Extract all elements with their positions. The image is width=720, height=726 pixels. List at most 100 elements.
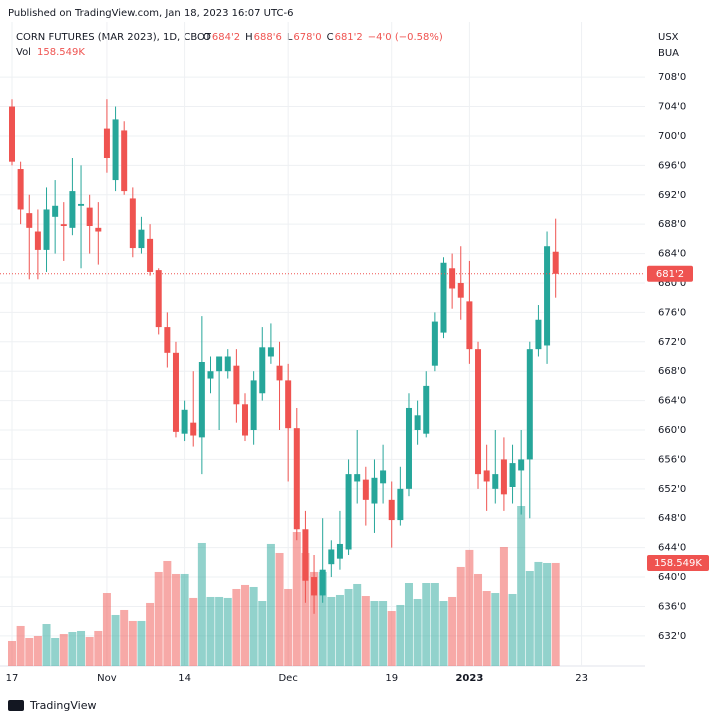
candle-body bbox=[492, 474, 499, 489]
candle-body bbox=[362, 479, 369, 500]
candle-body bbox=[518, 459, 525, 471]
legend-key: L bbox=[287, 32, 293, 43]
volume-bar bbox=[189, 597, 198, 666]
volume-bar bbox=[525, 570, 534, 666]
volume-bar bbox=[68, 632, 77, 666]
volume-bar bbox=[292, 531, 301, 666]
volume-bar bbox=[266, 543, 275, 666]
candle-body bbox=[224, 356, 231, 372]
volume-bar bbox=[197, 542, 206, 666]
volume-bar bbox=[335, 594, 344, 666]
x-tick-label: 23 bbox=[575, 673, 588, 684]
candle-body bbox=[34, 231, 41, 250]
symbol-title: CORN FUTURES (MAR 2023), 1D, CBOT bbox=[16, 32, 212, 43]
legend-key: H bbox=[245, 32, 253, 43]
volume-bar bbox=[310, 571, 319, 666]
candle-body bbox=[405, 407, 412, 489]
legend-value: 678'0 bbox=[293, 32, 321, 43]
volume-bar bbox=[327, 596, 336, 666]
candle-body bbox=[371, 477, 378, 504]
volume-bar bbox=[8, 640, 16, 666]
candle-body bbox=[544, 246, 551, 346]
y-tick-label: 636'0 bbox=[658, 601, 686, 612]
volume-bar bbox=[456, 566, 465, 666]
candle-body bbox=[423, 385, 430, 434]
volume-bar bbox=[128, 620, 137, 666]
candle-body bbox=[345, 474, 352, 550]
y-tick-label: 692'0 bbox=[658, 190, 686, 201]
legend-key: C bbox=[327, 32, 334, 43]
volume-bar bbox=[85, 637, 94, 666]
candle-body bbox=[440, 262, 447, 333]
candle-body bbox=[414, 415, 421, 431]
legend-value: 688'6 bbox=[254, 32, 282, 43]
y-tick-label: 672'0 bbox=[658, 337, 686, 348]
volume-bar bbox=[439, 601, 448, 666]
y-tick-label: 640'0 bbox=[658, 572, 686, 583]
volume-bar bbox=[42, 624, 51, 666]
candle-body bbox=[60, 224, 67, 227]
volume-bar bbox=[543, 562, 552, 666]
candle-body bbox=[336, 543, 343, 559]
candle-body bbox=[319, 569, 326, 596]
volume-bar bbox=[258, 601, 267, 666]
volume-bar bbox=[77, 630, 86, 666]
candle-body bbox=[311, 577, 318, 596]
candle-body bbox=[500, 459, 507, 495]
candle-body bbox=[216, 356, 223, 372]
published-note: Published on TradingView.com, Jan 18, 20… bbox=[8, 8, 293, 19]
volume-bar bbox=[474, 573, 483, 666]
volume-bar bbox=[430, 583, 439, 666]
volume-bar bbox=[499, 547, 508, 666]
volume-bar bbox=[318, 571, 327, 666]
candle-body bbox=[285, 380, 292, 429]
volume-bar bbox=[551, 562, 560, 666]
volume-bar bbox=[422, 583, 431, 666]
volume-bar bbox=[171, 573, 180, 666]
candle-body bbox=[190, 422, 197, 436]
candle-body bbox=[466, 301, 473, 350]
candle-body bbox=[449, 268, 456, 289]
candle-body bbox=[509, 463, 516, 487]
candle-body bbox=[198, 362, 205, 438]
volume-bar bbox=[241, 584, 250, 666]
volume-bar bbox=[102, 593, 111, 666]
y-tick-label: 704'0 bbox=[658, 102, 686, 113]
candle-body bbox=[129, 198, 136, 249]
volume-bar bbox=[353, 583, 362, 666]
volume-bar bbox=[51, 637, 60, 666]
candle-body bbox=[250, 380, 257, 431]
candle-body bbox=[147, 238, 154, 272]
y-tick-label: 632'0 bbox=[658, 631, 686, 642]
legend-value: 681'2 bbox=[335, 32, 363, 43]
currency: USX bbox=[658, 32, 679, 43]
x-tick-label: 2023 bbox=[455, 673, 483, 684]
candle-body bbox=[172, 352, 179, 432]
volume-bar bbox=[465, 549, 474, 666]
candle-body bbox=[388, 499, 395, 521]
y-tick-label: 656'0 bbox=[658, 454, 686, 465]
x-tick-label: 19 bbox=[385, 673, 398, 684]
volume-bar bbox=[223, 597, 232, 666]
volume-bar bbox=[275, 552, 284, 666]
volume-bar bbox=[517, 506, 526, 666]
candle-body bbox=[328, 549, 335, 565]
volume-bar bbox=[94, 630, 103, 666]
candle-body bbox=[121, 130, 128, 192]
last-price-box bbox=[647, 265, 693, 282]
volume-bar bbox=[370, 601, 379, 666]
volume-bar bbox=[25, 637, 34, 666]
candle-body bbox=[380, 470, 387, 484]
x-tick-label: Dec bbox=[278, 673, 297, 684]
volume-bar bbox=[137, 620, 146, 666]
volume-bar bbox=[180, 573, 189, 666]
volume-bar bbox=[413, 598, 422, 666]
candle-body bbox=[354, 474, 361, 482]
volume-bar bbox=[120, 609, 129, 666]
volume-bar bbox=[482, 591, 491, 666]
candle-body bbox=[475, 349, 482, 475]
y-tick-label: 648'0 bbox=[658, 513, 686, 524]
volume-bar bbox=[111, 614, 120, 666]
candle-body bbox=[552, 251, 559, 274]
